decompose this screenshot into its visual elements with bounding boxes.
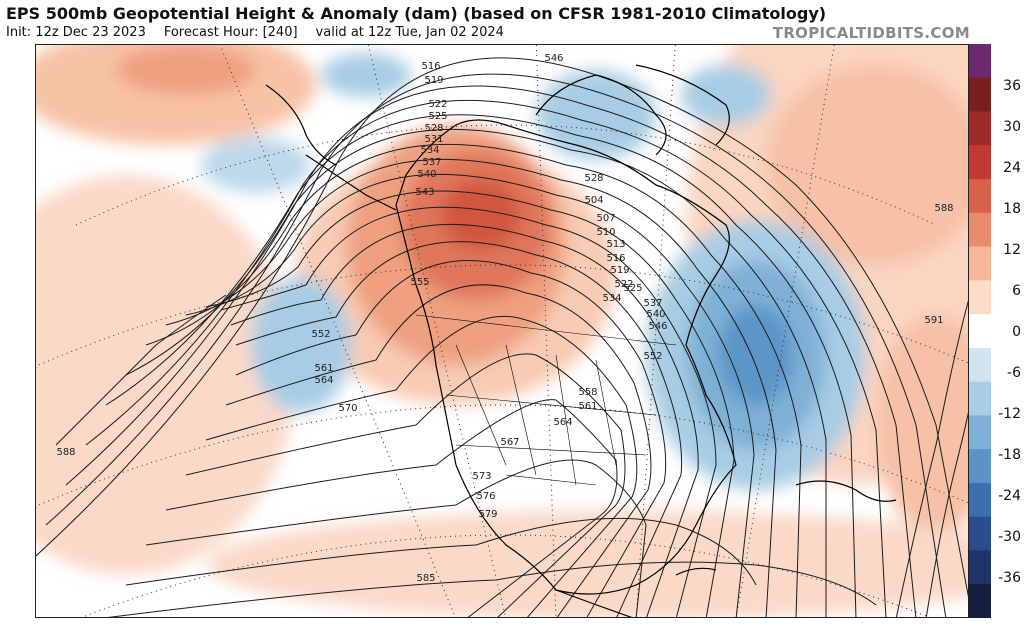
contour-label: 513 (606, 239, 625, 250)
contour-label: 537 (643, 298, 662, 309)
contour-label: 543 (415, 187, 434, 198)
colorbar-tick-label: 18 (1003, 201, 1021, 217)
contour-label: 537 (422, 157, 441, 168)
contour-label: 552 (643, 351, 662, 362)
colorbar-tick-label: -36 (998, 570, 1021, 586)
colorbar-swatch (969, 347, 991, 383)
contour-label: 519 (424, 75, 443, 86)
contour-label: 519 (610, 265, 629, 276)
init-time: Init: 12z Dec 23 2023 (6, 25, 146, 40)
contour-label: 579 (478, 509, 497, 520)
anomaly-shading (36, 45, 968, 617)
colorbar-swatch (969, 111, 991, 146)
colorbar-swatch (969, 550, 991, 585)
contour-label: 546 (648, 321, 667, 332)
coastlines (265, 64, 897, 617)
colorbar-swatch (969, 44, 991, 79)
contour-label: 564 (553, 417, 572, 428)
borders (415, 314, 677, 486)
contour-label: 591 (924, 315, 943, 326)
colorbar-swatch (969, 415, 991, 450)
contour-label: 531 (424, 134, 443, 145)
contour-label: 561 (314, 363, 333, 374)
colorbar-swatch (969, 179, 991, 214)
page-title: EPS 500mb Geopotential Height & Anomaly … (6, 4, 827, 23)
colorbar-swatch (969, 584, 991, 618)
colorbar-swatch (969, 314, 991, 349)
contour-label: 576 (476, 491, 495, 502)
contour-label: 570 (338, 403, 357, 414)
contour-label: 516 (421, 61, 440, 72)
colorbar-tick-label: -12 (998, 406, 1021, 422)
colorbar-tick-label: -30 (998, 529, 1021, 545)
anomaly-map: 516 519 522 525 528 531 534 537 540 543 546 504 507 5… (35, 44, 969, 618)
colorbar-tick-label: -6 (1007, 365, 1021, 381)
colorbar-swatch (969, 516, 991, 551)
contour-label: 528 (424, 123, 443, 134)
contour-label: 552 (311, 329, 330, 340)
colorbar-swatch (969, 77, 991, 113)
contour-label: 507 (596, 213, 615, 224)
colorbar-svg: 36 30 24 18 12 6 0 -6 -12 -18 -24 -30 -36 (969, 44, 1021, 618)
colorbar-swatch (969, 280, 991, 315)
colorbar-tick-label: 12 (1003, 242, 1021, 258)
contour-label: 528 (584, 173, 603, 184)
contour-label: 510 (596, 227, 615, 238)
colorbar-tick-label: 6 (1012, 283, 1021, 299)
colorbar-tick-label: 24 (1003, 160, 1021, 176)
colorbar-tick-label: 30 (1003, 119, 1021, 135)
colorbar-swatch (969, 212, 991, 248)
height-contours (36, 57, 968, 617)
colorbar-swatch (969, 381, 991, 416)
contour-label: 534 (602, 293, 621, 304)
forecast-hour: Forecast Hour: [240] (163, 25, 298, 40)
contour-label: 573 (472, 471, 491, 482)
contour-label: 588 (934, 203, 953, 214)
contour-label: 540 (417, 169, 436, 180)
contour-label: 567 (500, 437, 519, 448)
colorbar-swatch (969, 449, 991, 484)
map-canvas (36, 45, 968, 617)
colorbar-tick-label: 0 (1012, 324, 1021, 340)
contour-label: 561 (578, 401, 597, 412)
site-brand: TROPICALTIDBITS.COM (772, 24, 970, 42)
contour-label: 522 (428, 99, 447, 110)
contour-label: 546 (544, 53, 563, 64)
colorbar-tick-label: -18 (998, 447, 1021, 463)
colorbar-swatch (969, 482, 991, 518)
colorbar-swatch (969, 246, 991, 281)
colorbar-tick-label: 36 (1003, 78, 1021, 94)
run-info: Init: 12z Dec 23 2023 Forecast Hour: [240… (6, 25, 522, 40)
contour-label: 585 (416, 573, 435, 584)
contour-label: 555 (410, 277, 429, 288)
colorbar-tick-label: -24 (998, 488, 1021, 504)
contour-label: 525 (623, 283, 642, 294)
colorbar-swatch (969, 145, 991, 180)
contour-label: 534 (420, 145, 439, 156)
contour-label: 504 (584, 195, 603, 206)
contour-label: 540 (646, 309, 665, 320)
contour-label: 522 (614, 279, 633, 290)
contour-label: 564 (314, 375, 333, 386)
contour-label: 588 (56, 447, 75, 458)
contour-label-layer: 5165195225255285315345375405435465045075… (56, 53, 953, 584)
colorbar: 36 30 24 18 12 6 0 -6 -12 -18 -24 -30 -36 (969, 44, 1024, 618)
contour-label: 525 (428, 111, 447, 122)
valid-time: valid at 12z Tue, Jan 02 2024 (315, 25, 504, 40)
contour-label: 516 (606, 253, 625, 264)
contour-label: 558 (578, 387, 597, 398)
